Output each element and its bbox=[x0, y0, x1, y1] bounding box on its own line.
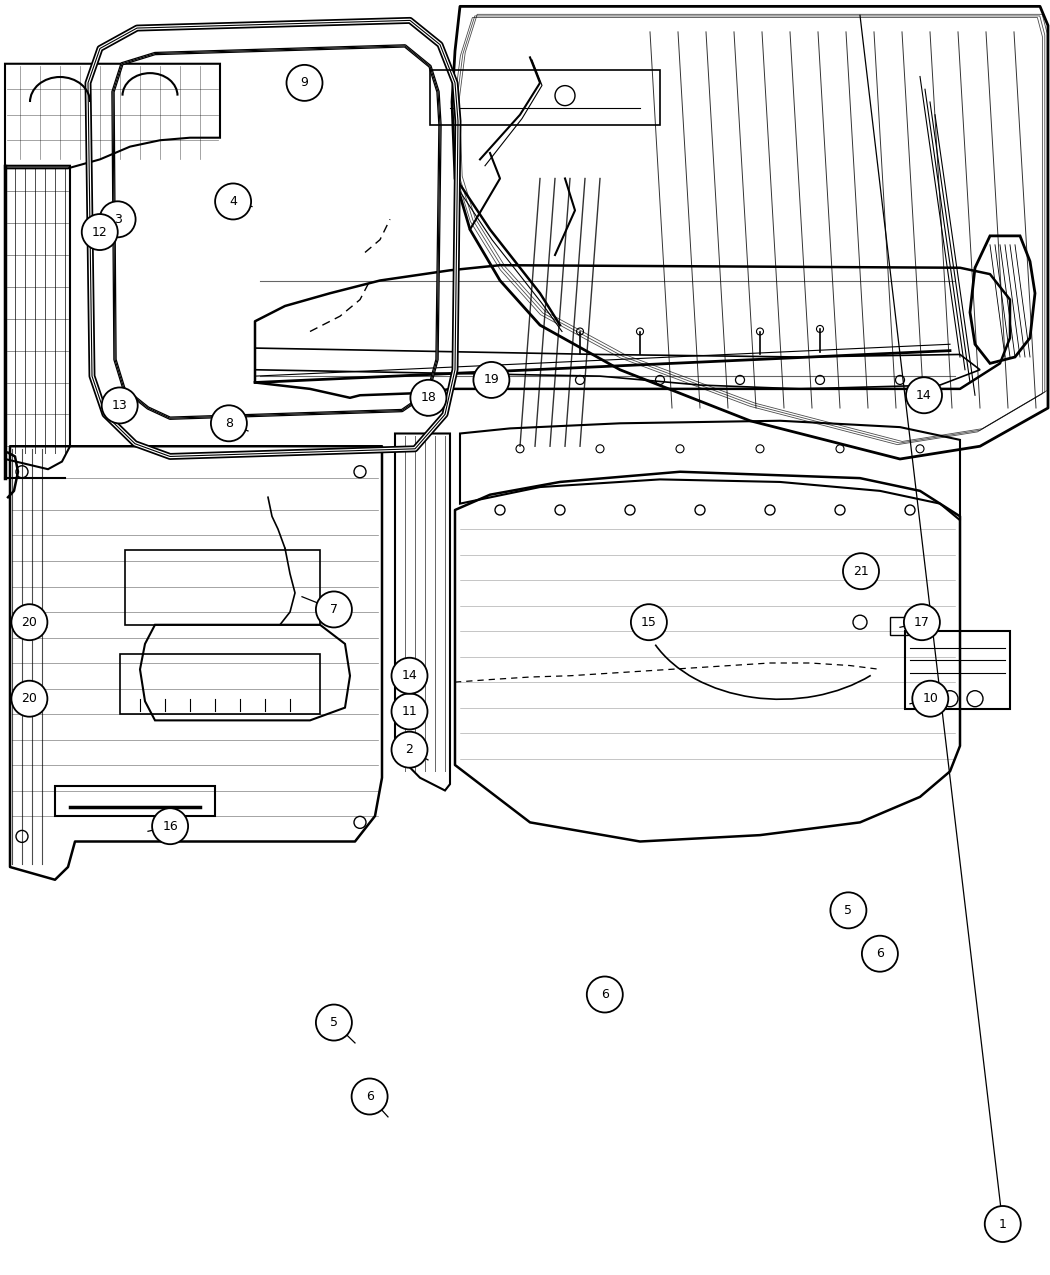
Circle shape bbox=[316, 1005, 352, 1040]
Text: 6: 6 bbox=[601, 988, 609, 1001]
Text: 19: 19 bbox=[483, 374, 500, 386]
Circle shape bbox=[215, 184, 251, 219]
Bar bbox=[120, 654, 320, 714]
Circle shape bbox=[102, 388, 138, 423]
Circle shape bbox=[862, 936, 898, 972]
Circle shape bbox=[904, 604, 940, 640]
Text: 16: 16 bbox=[162, 820, 177, 833]
Bar bbox=[125, 550, 320, 625]
Text: 12: 12 bbox=[92, 226, 107, 238]
Text: 14: 14 bbox=[401, 669, 418, 682]
Text: 15: 15 bbox=[640, 616, 657, 629]
Bar bbox=[890, 617, 908, 635]
Circle shape bbox=[831, 892, 866, 928]
Circle shape bbox=[12, 681, 47, 717]
Circle shape bbox=[392, 694, 427, 729]
Circle shape bbox=[12, 604, 47, 640]
Bar bbox=[55, 785, 215, 816]
Circle shape bbox=[392, 658, 427, 694]
Circle shape bbox=[152, 808, 188, 844]
Circle shape bbox=[211, 405, 247, 441]
Circle shape bbox=[912, 681, 948, 717]
Text: 20: 20 bbox=[21, 692, 38, 705]
Circle shape bbox=[906, 377, 942, 413]
Text: 3: 3 bbox=[113, 213, 122, 226]
Circle shape bbox=[352, 1079, 387, 1114]
Text: 6: 6 bbox=[365, 1090, 374, 1103]
Text: 14: 14 bbox=[916, 389, 932, 402]
Text: 7: 7 bbox=[330, 603, 338, 616]
Circle shape bbox=[392, 732, 427, 768]
Text: 5: 5 bbox=[330, 1016, 338, 1029]
Text: 4: 4 bbox=[229, 195, 237, 208]
Circle shape bbox=[100, 201, 135, 237]
Circle shape bbox=[474, 362, 509, 398]
Text: 2: 2 bbox=[405, 743, 414, 756]
Circle shape bbox=[287, 65, 322, 101]
Bar bbox=[430, 70, 660, 125]
Text: 17: 17 bbox=[914, 616, 930, 629]
Circle shape bbox=[631, 604, 667, 640]
Text: 1: 1 bbox=[999, 1218, 1007, 1230]
Text: 5: 5 bbox=[844, 904, 853, 917]
Circle shape bbox=[985, 1206, 1021, 1242]
Text: 11: 11 bbox=[401, 705, 418, 718]
Text: 10: 10 bbox=[922, 692, 939, 705]
Circle shape bbox=[843, 553, 879, 589]
Circle shape bbox=[587, 977, 623, 1012]
Bar bbox=[905, 631, 1010, 709]
Circle shape bbox=[411, 380, 446, 416]
Text: 6: 6 bbox=[876, 947, 884, 960]
Text: 20: 20 bbox=[21, 616, 38, 629]
Text: 8: 8 bbox=[225, 417, 233, 430]
Circle shape bbox=[82, 214, 118, 250]
Text: 18: 18 bbox=[420, 391, 437, 404]
Text: 21: 21 bbox=[853, 565, 869, 578]
Text: 9: 9 bbox=[300, 76, 309, 89]
Circle shape bbox=[316, 592, 352, 627]
Text: 13: 13 bbox=[111, 399, 128, 412]
